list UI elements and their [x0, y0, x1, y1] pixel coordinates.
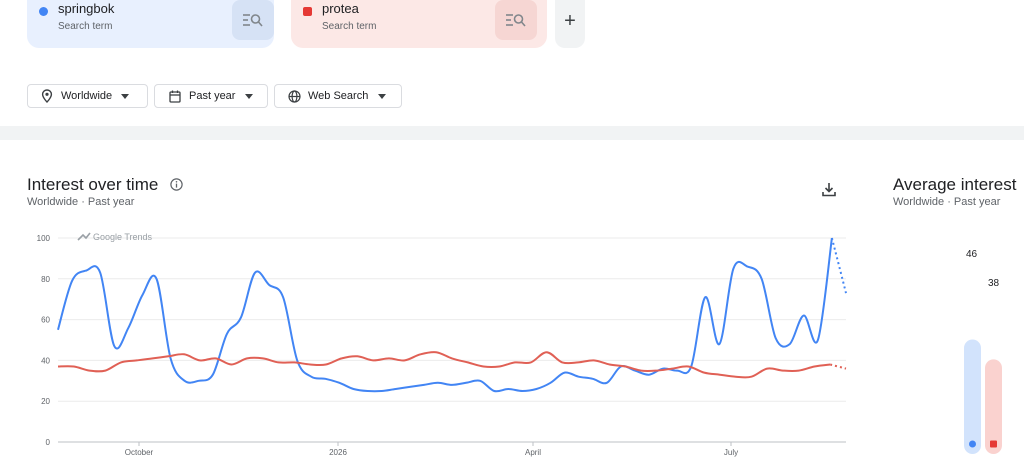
chevron-down-icon — [378, 93, 387, 99]
average-bar-marker-protea — [990, 440, 997, 448]
series-color-dot-blue — [39, 7, 48, 16]
term-type-label: Search term — [58, 21, 113, 32]
term-card-protea[interactable]: protea Search term — [291, 0, 547, 48]
y-tick-label: 40 — [41, 356, 50, 365]
average-value-protea: 38 — [988, 278, 1000, 289]
series-lines — [57, 237, 847, 393]
y-tick-label: 60 — [41, 316, 50, 325]
term-type-label: Search term — [322, 21, 377, 32]
average-interest-title: Average interest — [893, 175, 1017, 194]
y-tick-label: 20 — [41, 397, 50, 406]
term-name[interactable]: protea — [322, 1, 359, 16]
y-tick-label: 100 — [37, 234, 51, 243]
x-tick-label: 2026 — [329, 448, 347, 457]
series-color-square-red — [303, 7, 312, 16]
x-tick-label: April — [525, 448, 541, 457]
download-icon[interactable] — [822, 182, 836, 202]
y-axis-ticks: 0 20 40 60 80 100 — [37, 234, 51, 447]
interest-title-text: Interest over time — [27, 175, 159, 194]
google-trends-watermark: Google Trends — [77, 232, 153, 242]
interest-over-time-chart[interactable]: Google Trends 0 20 40 60 80 100 October 2026 Ap… — [0, 225, 1024, 458]
interest-over-time-title: Interest over time — [27, 175, 183, 196]
average-interest-subtitle: Worldwide · Past year — [893, 196, 1001, 208]
search-property-filter[interactable]: Web Search — [274, 84, 402, 108]
compare-search-icon[interactable] — [232, 0, 274, 40]
series-partial-data-protea — [829, 363, 847, 370]
average-bar-protea — [985, 359, 1002, 454]
section-divider — [0, 126, 1024, 140]
chevron-down-icon — [121, 93, 130, 99]
chart-grid — [58, 237, 846, 443]
series-partial-data-springbok — [830, 237, 847, 294]
series-line-protea — [57, 351, 831, 379]
info-icon[interactable] — [170, 176, 183, 196]
y-tick-label: 0 — [46, 438, 51, 447]
location-pin-icon — [41, 89, 53, 103]
globe-icon — [288, 89, 301, 103]
plus-icon: + — [564, 9, 576, 32]
average-bar-springbok — [964, 339, 981, 454]
calendar-icon — [169, 90, 181, 103]
location-filter[interactable]: Worldwide — [27, 84, 148, 108]
time-range-filter-label: Past year — [189, 90, 236, 102]
interest-over-time-card — [0, 140, 1024, 458]
term-card-springbok[interactable]: springbok Search term — [27, 0, 274, 48]
average-value-springbok: 46 — [966, 249, 978, 260]
interest-over-time-subtitle: Worldwide · Past year — [27, 196, 135, 208]
add-comparison-button[interactable]: + — [555, 0, 585, 48]
watermark-label: Google Trends — [93, 232, 153, 242]
time-range-filter[interactable]: Past year — [154, 84, 268, 108]
y-tick-label: 80 — [41, 275, 50, 284]
average-bars — [964, 339, 1002, 454]
search-property-filter-label: Web Search — [308, 90, 369, 102]
x-axis-ticks: October 2026 April July — [125, 442, 738, 457]
x-tick-label: October — [125, 448, 154, 457]
x-tick-label: July — [724, 448, 738, 457]
series-line-springbok — [57, 237, 833, 393]
compare-search-icon[interactable] — [495, 0, 537, 40]
average-bar-marker-springbok — [969, 440, 976, 448]
chevron-down-icon — [245, 93, 254, 99]
term-name[interactable]: springbok — [58, 1, 115, 16]
location-filter-label: Worldwide — [61, 90, 113, 102]
